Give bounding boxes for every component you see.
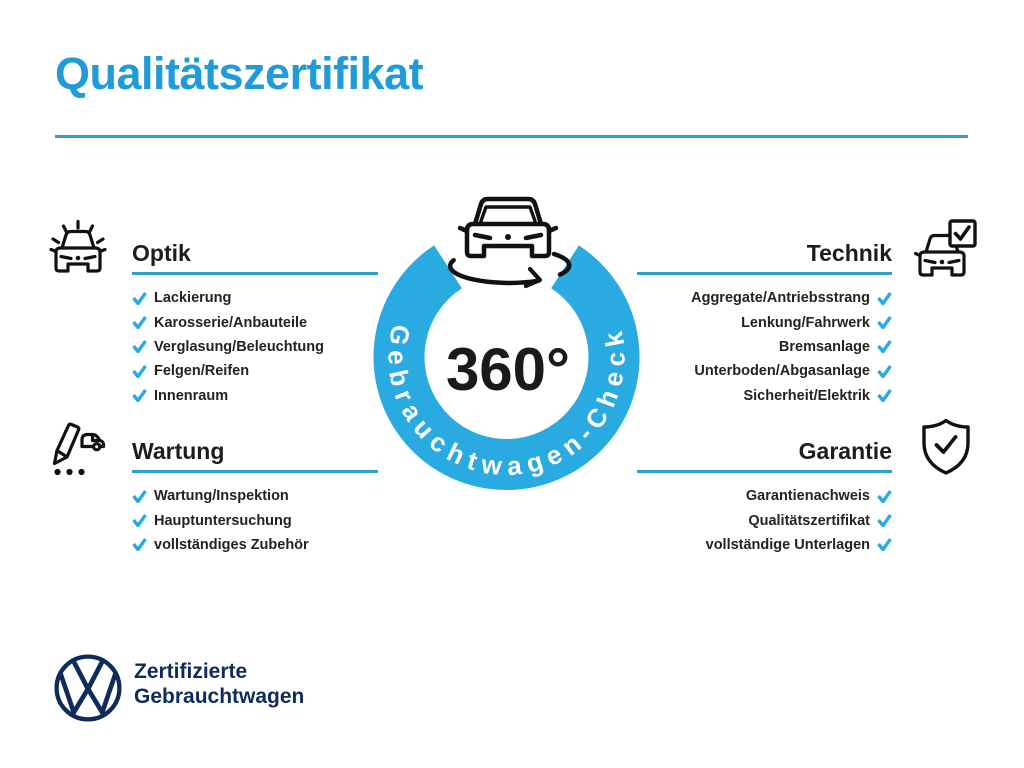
check-icon — [877, 514, 892, 528]
check-item: Aggregate/Antriebsstrang — [637, 286, 892, 310]
item-label: Karosserie/Anbauteile — [154, 314, 308, 331]
item-label: Wartung/Inspektion — [154, 488, 289, 505]
item-label: Lackierung — [154, 290, 232, 307]
car-checkbox-icon — [914, 219, 977, 277]
section-body: Garantie Garantienachweis Qualitätszerti… — [637, 412, 892, 557]
check-item: Wartung/Inspektion — [132, 484, 378, 508]
check-icon — [877, 489, 892, 503]
footer-claim-line2: Gebrauchtwagen — [134, 685, 305, 708]
check-item: Hauptuntersuchung — [132, 508, 378, 532]
section-body: Technik Aggregate/Antriebsstrang Lenkung… — [637, 214, 892, 408]
item-label: Felgen/Reifen — [154, 363, 250, 380]
badge-ring — [373, 245, 640, 490]
page-title: Qualitätszertifikat — [55, 48, 424, 99]
check-icon — [132, 364, 147, 378]
check-item: Karosserie/Anbauteile — [132, 310, 378, 334]
title-divider — [55, 135, 968, 138]
car-rotation-icon — [447, 196, 572, 289]
check-icon — [132, 514, 147, 528]
sparkling-car-icon — [49, 219, 107, 273]
vw-logo — [54, 654, 122, 722]
check-item: Verglasung/Beleuchtung — [132, 335, 378, 359]
check-icon — [877, 291, 892, 305]
footer-claim: Zertifizierte Gebrauchtwagen — [134, 659, 304, 709]
section-body: Optik Lackierung Karosserie/Anbauteile V… — [132, 214, 378, 408]
check-item: Unterboden/Abgasanlage — [637, 359, 892, 383]
check-item: Bremsanlage — [637, 335, 892, 359]
section-title: Optik — [132, 240, 378, 275]
section-title: Garantie — [637, 438, 892, 473]
item-label: Hauptuntersuchung — [154, 512, 292, 529]
check-icon — [877, 389, 892, 403]
check-icon — [877, 364, 892, 378]
item-label: Lenkung/Fahrwerk — [741, 314, 870, 331]
section-optik: Optik Lackierung Karosserie/Anbauteile V… — [46, 214, 378, 408]
badge-degrees: 360° — [446, 336, 570, 403]
check-item: Sicherheit/Elektrik — [637, 384, 892, 408]
check-icon — [132, 538, 147, 552]
item-label: Unterboden/Abgasanlage — [694, 363, 870, 380]
check-icon — [877, 316, 892, 330]
section-title: Wartung — [132, 438, 378, 473]
footer-claim-line1: Zertifizierte — [134, 660, 248, 683]
check-item: vollständiges Zubehör — [132, 533, 378, 557]
check-list: Wartung/Inspektion Hauptuntersuchung vol… — [132, 484, 378, 557]
check-icon — [877, 340, 892, 354]
check-item: Garantienachweis — [637, 484, 892, 508]
section-technik: Technik Aggregate/Antriebsstrang Lenkung… — [637, 214, 978, 408]
check-item: Innenraum — [132, 384, 378, 408]
check-icon — [132, 316, 147, 330]
item-label: vollständiges Zubehör — [154, 536, 309, 553]
shield-check-icon — [922, 418, 970, 475]
check-icon — [132, 340, 147, 354]
item-label: Sicherheit/Elektrik — [743, 387, 870, 404]
item-label: Verglasung/Beleuchtung — [154, 338, 324, 355]
service-checklist-icon — [52, 422, 106, 476]
check-item: vollständige Unterlagen — [637, 533, 892, 557]
check-icon — [132, 291, 147, 305]
check-item: Lenkung/Fahrwerk — [637, 310, 892, 334]
section-body: Wartung Wartung/Inspektion Hauptuntersuc… — [132, 412, 378, 557]
check-item: Lackierung — [132, 286, 378, 310]
360-check-badge: Gebrauchtwagen-Check 360° — [373, 196, 640, 490]
check-item: Qualitätszertifikat — [637, 508, 892, 532]
item-label: vollständige Unterlagen — [705, 536, 870, 553]
item-label: Qualitätszertifikat — [748, 512, 870, 529]
item-label: Aggregate/Antriebsstrang — [691, 290, 870, 307]
item-label: Bremsanlage — [778, 338, 870, 355]
check-item: Felgen/Reifen — [132, 359, 378, 383]
check-list: Lackierung Karosserie/Anbauteile Verglas… — [132, 286, 378, 408]
check-list: Garantienachweis Qualitätszertifikat vol… — [637, 484, 892, 557]
check-icon — [132, 389, 147, 403]
section-garantie: Garantie Garantienachweis Qualitätszerti… — [637, 412, 978, 557]
check-list: Aggregate/Antriebsstrang Lenkung/Fahrwer… — [637, 286, 892, 408]
item-label: Innenraum — [154, 387, 229, 404]
section-wartung: Wartung Wartung/Inspektion Hauptuntersuc… — [46, 412, 378, 557]
check-icon — [877, 538, 892, 552]
item-label: Garantienachweis — [745, 488, 870, 505]
check-icon — [132, 489, 147, 503]
section-title: Technik — [637, 240, 892, 275]
